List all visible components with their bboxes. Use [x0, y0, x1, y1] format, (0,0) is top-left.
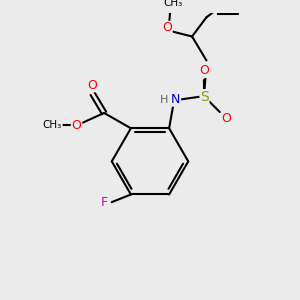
Text: CH₃: CH₃: [43, 120, 62, 130]
Text: O: O: [200, 64, 209, 77]
Text: O: O: [221, 112, 231, 125]
Text: H: H: [160, 94, 169, 105]
Text: N: N: [171, 93, 181, 106]
Text: F: F: [100, 196, 108, 208]
Text: O: O: [71, 119, 81, 132]
Text: S: S: [200, 90, 209, 104]
Text: CH₃: CH₃: [163, 0, 183, 8]
Text: O: O: [162, 21, 172, 34]
Text: O: O: [88, 79, 98, 92]
